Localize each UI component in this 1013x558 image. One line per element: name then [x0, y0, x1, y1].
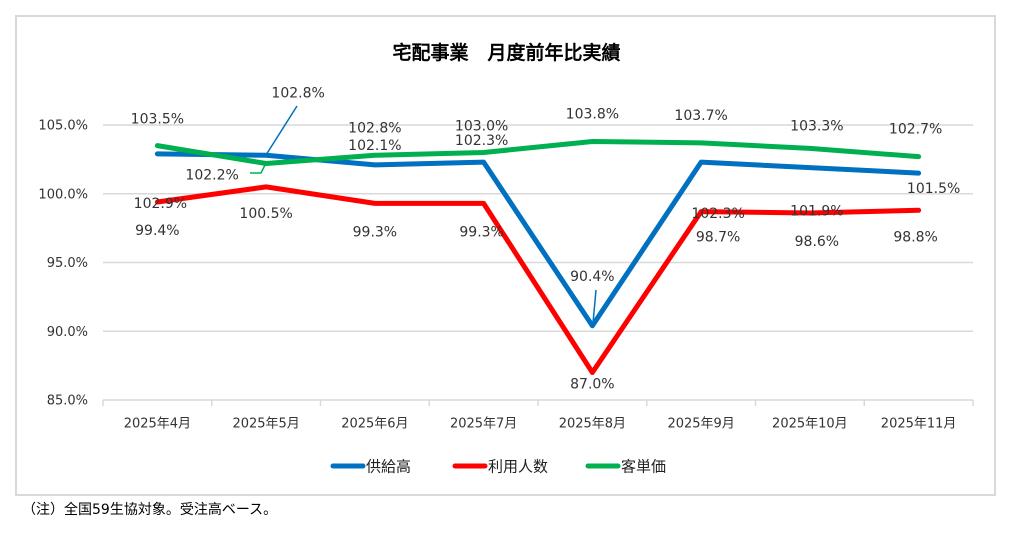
y-tick-label: 100.0%	[38, 187, 88, 202]
x-tick-label: 2025年9月	[667, 417, 734, 432]
legend-label: 利用人数	[488, 458, 548, 476]
x-tick-label: 2025年6月	[341, 417, 408, 432]
data-label: 103.8%	[566, 107, 619, 123]
chart-frame	[15, 15, 996, 496]
leader-line	[265, 105, 298, 156]
data-label: 102.8%	[348, 120, 401, 136]
data-label: 98.7%	[696, 230, 740, 246]
x-tick-label: 2025年7月	[450, 417, 517, 432]
data-label: 102.3%	[455, 133, 508, 149]
data-label: 98.8%	[893, 229, 937, 245]
data-label: 103.0%	[455, 119, 508, 135]
data-label: 99.3%	[459, 224, 503, 240]
series-line-0	[154, 151, 922, 329]
data-label: 99.4%	[135, 223, 179, 239]
y-tick-label: 85.0%	[47, 394, 88, 409]
data-label: 101.9%	[790, 204, 843, 220]
x-tick-label: 2025年11月	[881, 417, 957, 432]
data-label: 103.7%	[674, 108, 727, 124]
leader-line	[592, 289, 597, 324]
data-label: 98.6%	[795, 234, 839, 250]
legend-label: 供給高	[366, 458, 411, 476]
data-label: 102.2%	[185, 168, 238, 184]
x-tick-label: 2025年5月	[232, 417, 299, 432]
data-label: 102.3%	[691, 206, 744, 222]
data-label: 100.5%	[239, 206, 292, 222]
footnote: （注）全国59生協対象。受注高ベース。	[22, 502, 278, 518]
data-label: 87.0%	[570, 377, 614, 393]
series-line-2	[154, 139, 922, 166]
data-label: 101.5%	[907, 181, 960, 197]
series-line-1	[154, 184, 922, 375]
x-tick-label: 2025年10月	[772, 417, 848, 432]
y-tick-label: 95.0%	[47, 256, 88, 271]
y-tick-label: 90.0%	[47, 325, 88, 340]
chart-title: 宅配事業 月度前年比実績	[392, 42, 621, 64]
x-tick-label: 2025年8月	[559, 417, 626, 432]
data-label: 99.3%	[353, 224, 397, 240]
data-label: 90.4%	[570, 269, 614, 285]
data-label: 102.9%	[134, 196, 187, 212]
x-tick-label: 2025年4月	[124, 417, 191, 432]
data-label: 102.8%	[271, 85, 324, 101]
data-label: 103.5%	[131, 112, 184, 128]
y-tick-label: 105.0%	[38, 119, 88, 134]
legend-label: 客単価	[621, 458, 666, 476]
data-label: 103.3%	[790, 118, 843, 134]
data-label: 102.7%	[889, 122, 942, 138]
leader-line	[250, 162, 267, 174]
data-label: 102.1%	[348, 138, 401, 154]
